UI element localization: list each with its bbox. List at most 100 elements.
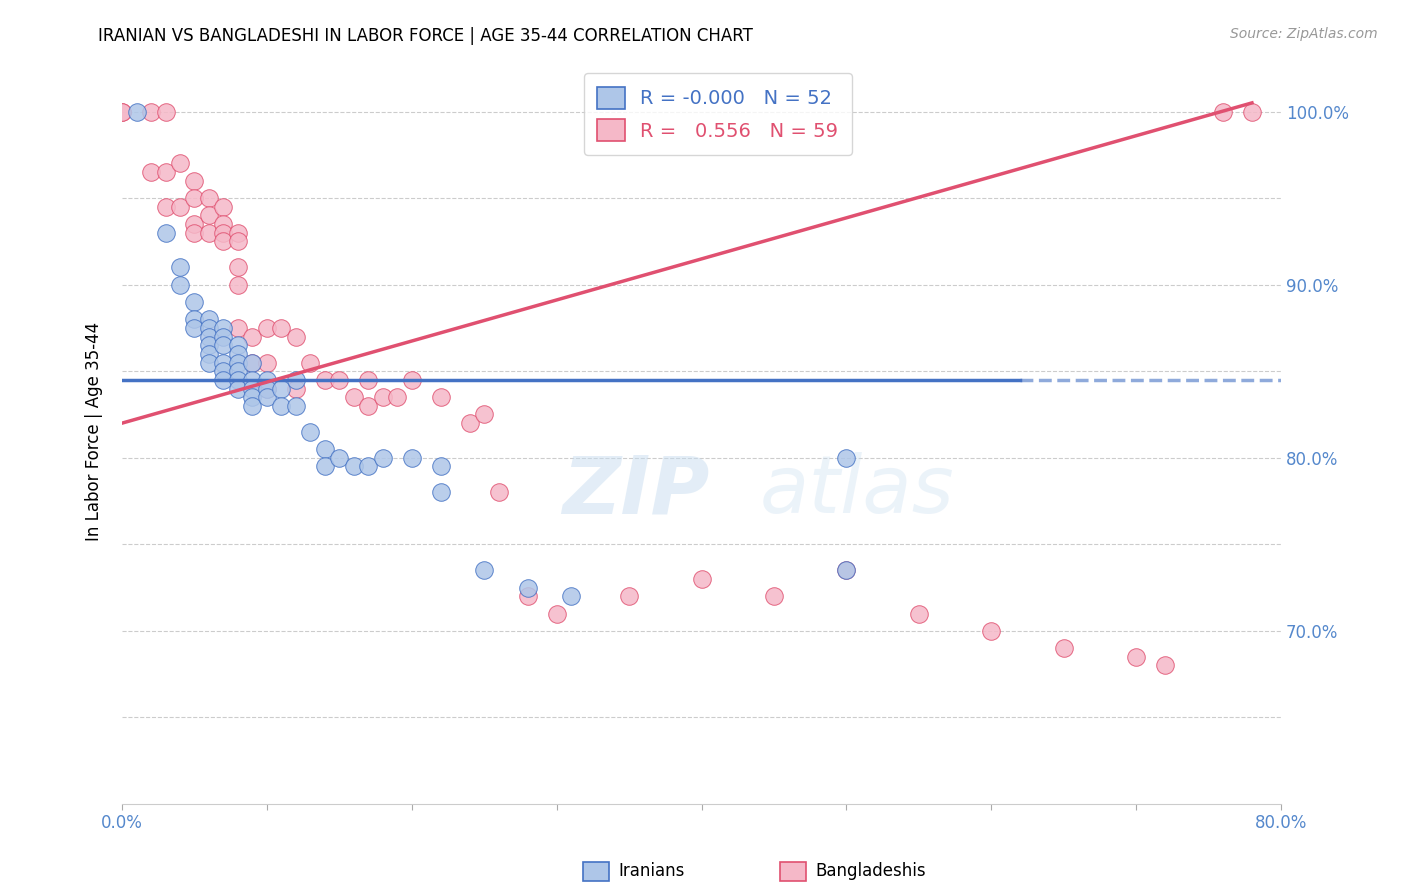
Point [169, 156, 191, 170]
Point [242, 390, 264, 404]
Point [198, 208, 221, 222]
Point [546, 607, 568, 621]
Point [183, 321, 205, 335]
Point [343, 390, 366, 404]
Point [198, 321, 221, 335]
Point [284, 373, 307, 387]
Point [270, 382, 292, 396]
Text: Bangladeshis: Bangladeshis [815, 863, 927, 880]
Point [139, 104, 162, 119]
Point [617, 589, 640, 603]
Point [183, 174, 205, 188]
Point [226, 321, 249, 335]
Point [357, 373, 380, 387]
Point [357, 399, 380, 413]
Point [1212, 104, 1234, 119]
Point [212, 329, 235, 343]
Point [198, 355, 221, 369]
Point [256, 355, 278, 369]
Point [226, 382, 249, 396]
Point [1240, 104, 1263, 119]
Y-axis label: In Labor Force | Age 35-44: In Labor Force | Age 35-44 [86, 322, 103, 541]
Point [429, 485, 451, 500]
Point [270, 399, 292, 413]
Point [256, 373, 278, 387]
Point [198, 226, 221, 240]
Point [155, 200, 177, 214]
Point [762, 589, 785, 603]
Point [226, 355, 249, 369]
Point [516, 581, 538, 595]
Point [256, 390, 278, 404]
Point [183, 312, 205, 326]
Point [314, 442, 336, 456]
Point [980, 624, 1002, 638]
Point [1125, 649, 1147, 664]
Point [256, 321, 278, 335]
Point [835, 563, 858, 577]
Text: ZIP: ZIP [562, 452, 710, 531]
Point [155, 104, 177, 119]
Point [183, 217, 205, 231]
Point [212, 200, 235, 214]
Point [198, 191, 221, 205]
Point [155, 165, 177, 179]
Point [387, 390, 409, 404]
Point [226, 235, 249, 249]
Point [458, 416, 481, 430]
Point [401, 450, 423, 465]
Point [242, 382, 264, 396]
Point [212, 226, 235, 240]
Point [198, 338, 221, 352]
Point [169, 277, 191, 292]
Point [429, 459, 451, 474]
Point [314, 459, 336, 474]
Point [270, 321, 292, 335]
Point [284, 399, 307, 413]
Point [242, 355, 264, 369]
Point [226, 364, 249, 378]
Point [1053, 641, 1076, 656]
Point [328, 373, 350, 387]
Point [198, 312, 221, 326]
Point [212, 364, 235, 378]
Point [169, 200, 191, 214]
Point [357, 459, 380, 474]
Point [256, 382, 278, 396]
Point [472, 563, 495, 577]
Point [299, 355, 322, 369]
Point [242, 373, 264, 387]
Text: Source: ZipAtlas.com: Source: ZipAtlas.com [1230, 27, 1378, 41]
Point [183, 295, 205, 310]
Point [284, 329, 307, 343]
Point [226, 373, 249, 387]
Text: Iranians: Iranians [619, 863, 685, 880]
Point [472, 408, 495, 422]
Point [183, 226, 205, 240]
Point [299, 425, 322, 439]
Point [226, 260, 249, 275]
Point [242, 355, 264, 369]
Point [212, 321, 235, 335]
Point [212, 373, 235, 387]
Point [111, 104, 134, 119]
Point [343, 459, 366, 474]
Point [401, 373, 423, 387]
Point [111, 104, 134, 119]
Text: IRANIAN VS BANGLADESHI IN LABOR FORCE | AGE 35-44 CORRELATION CHART: IRANIAN VS BANGLADESHI IN LABOR FORCE | … [98, 27, 754, 45]
Point [183, 191, 205, 205]
Point [212, 338, 235, 352]
Point [835, 450, 858, 465]
Point [139, 165, 162, 179]
Point [212, 217, 235, 231]
Text: atlas: atlas [759, 452, 955, 531]
Point [690, 572, 713, 586]
Point [226, 338, 249, 352]
Legend: R = -0.000   N = 52, R =   0.556   N = 59: R = -0.000 N = 52, R = 0.556 N = 59 [583, 73, 852, 155]
Point [560, 589, 582, 603]
Point [169, 260, 191, 275]
Point [314, 373, 336, 387]
Point [429, 390, 451, 404]
Point [226, 277, 249, 292]
Point [198, 347, 221, 361]
